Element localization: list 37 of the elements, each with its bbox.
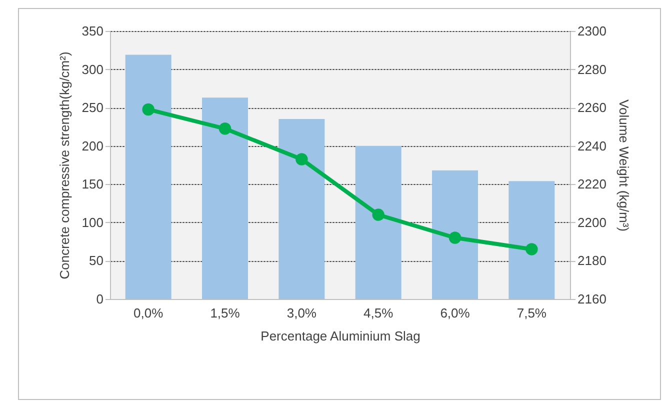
y-tick-label: 350 [82,24,104,38]
x-tick-label: 3,0% [286,306,317,320]
y-axis-title: Concrete compressive strength(kg/cm²) [56,52,72,280]
y-tick-label: 250 [82,100,104,116]
bar [508,181,555,299]
x-tick-label: 4,5% [364,306,394,320]
y-tick-label: 150 [82,176,104,192]
point [218,122,232,135]
y2-tick-label: 2300 [578,24,606,38]
y-tick-label: 0 [96,292,104,306]
y-tick-label: 300 [82,62,104,77]
x-tick-label: 7,5% [516,306,547,320]
bar [125,54,172,299]
y2-tick-label: 2200 [578,214,606,230]
y2-tick-label: 2160 [578,292,606,306]
point [372,208,384,221]
x-tick-label: 6,0% [440,306,470,320]
point [448,232,462,244]
y2-axis-title: Volume Weight (kg/m³) [616,100,632,232]
bar [202,98,248,299]
point [526,243,538,256]
y-tick-label: 50 [89,253,104,268]
y2-tick-label: 2240 [578,138,606,154]
bar [278,119,325,299]
x-axis-title: Percentage Aluminium Slag [260,328,420,344]
x-tick-label: 0,0% [134,306,164,320]
bar [355,146,402,299]
x-tick-label: 1,5% [210,306,240,320]
y2-tick-label: 2180 [578,253,606,268]
y2-tick-label: 2280 [578,62,606,77]
point [296,153,308,166]
y-tick-label: 200 [82,138,104,154]
bar [432,170,478,299]
y-tick-label: 100 [82,214,104,230]
point [142,103,154,116]
y2-tick-label: 2220 [578,176,606,192]
y2-tick-label: 2260 [578,100,606,116]
